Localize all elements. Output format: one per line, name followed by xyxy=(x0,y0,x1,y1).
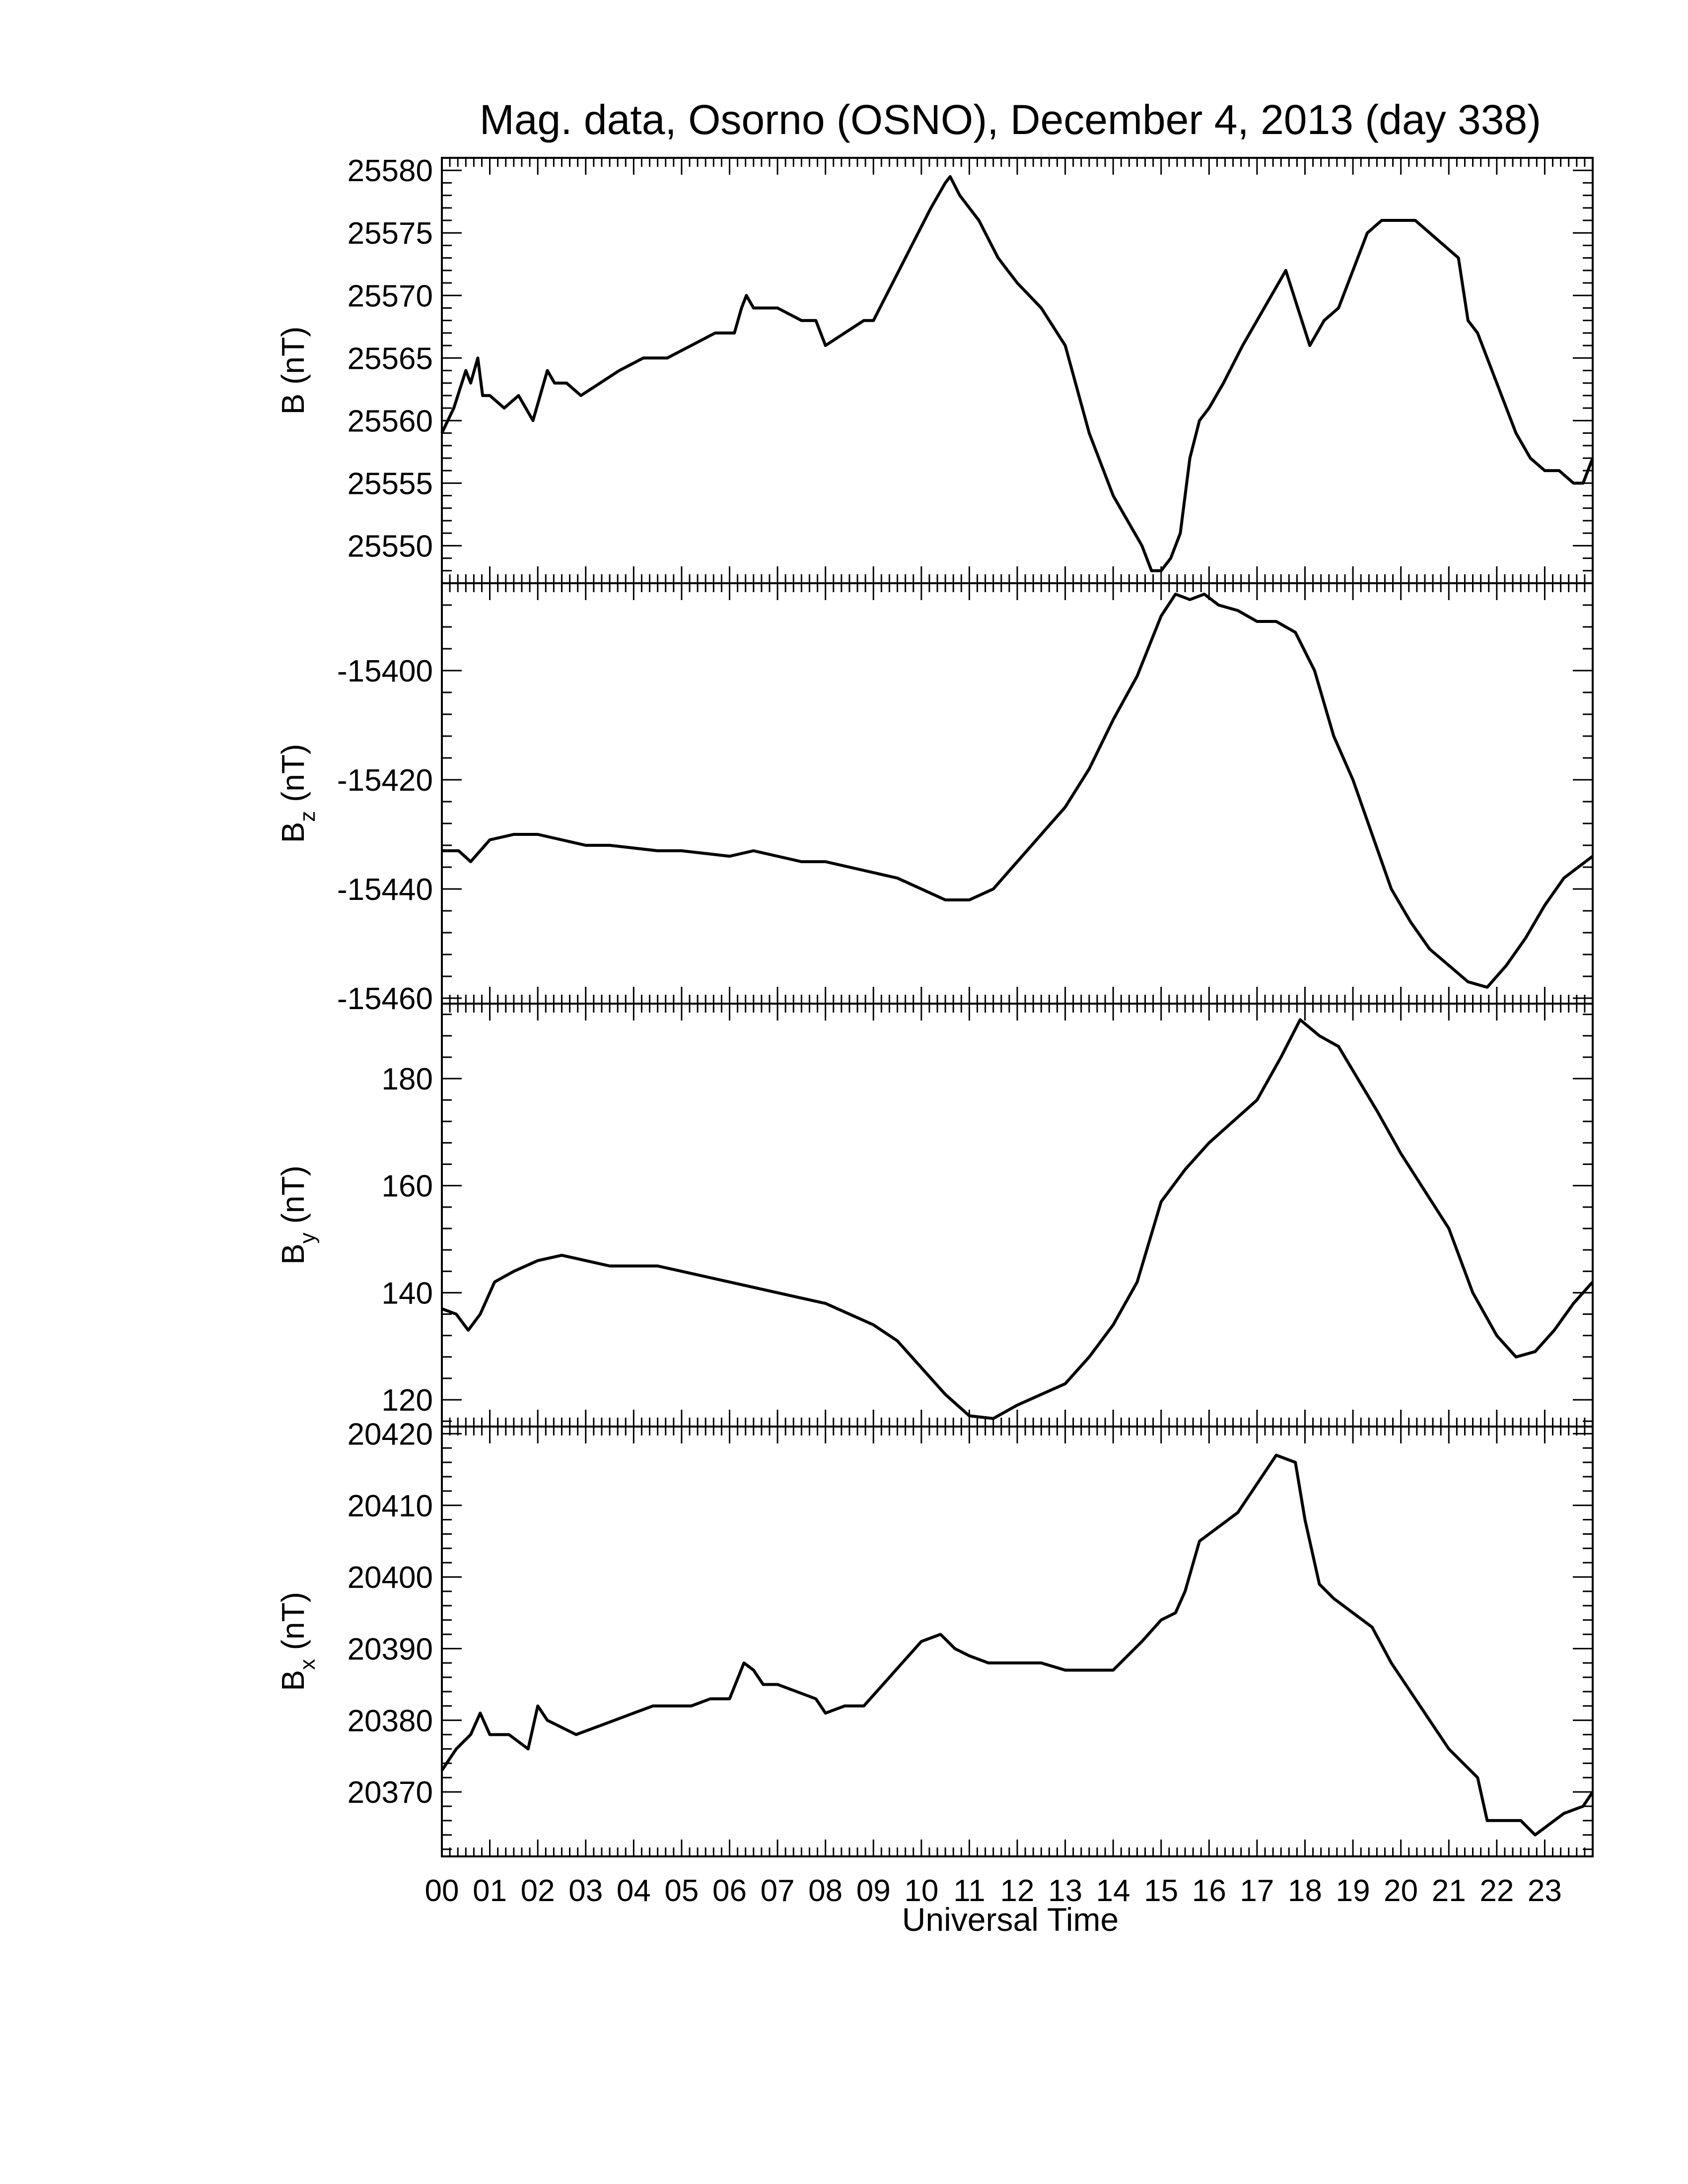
y-axis-label-unit: (nT) xyxy=(275,1165,311,1232)
y-tick-label: 20410 xyxy=(348,1489,433,1523)
y-tick-label: -15440 xyxy=(337,873,433,907)
y-axis-label-Bx: Bx (nT) xyxy=(275,1592,320,1691)
x-axis-label: Universal Time xyxy=(902,1901,1119,1938)
y-axis-label-sub: y xyxy=(295,1232,320,1243)
x-tick-label: 05 xyxy=(664,1874,699,1908)
panels-group: 25550 25555 25560 25565 25570 25575 25580 B (nT… xyxy=(275,154,1594,1857)
panel-B: 25550 25555 25560 25565 25570 25575 25580 B (nT… xyxy=(275,154,1594,584)
panel-Bx: 20370 20380 20390 20400 20410 20420 Bx (nT) xyxy=(275,1417,1594,1857)
x-tick-label: 04 xyxy=(617,1874,651,1908)
y-tick-label: 160 xyxy=(382,1169,433,1204)
y-tick-label: 140 xyxy=(382,1276,433,1310)
x-tick-label: 23 xyxy=(1528,1874,1562,1908)
y-axis-label-By: By (nT) xyxy=(275,1165,320,1265)
x-tick-label: 00 xyxy=(425,1874,459,1908)
x-tick-label: 08 xyxy=(808,1874,843,1908)
series-line-B xyxy=(440,175,1594,572)
x-tick-label: 20 xyxy=(1384,1874,1418,1908)
y-tick-label: 20420 xyxy=(348,1417,433,1451)
y-axis-label-B: B (nT) xyxy=(275,327,311,415)
panel-By: 120 140 160 180 By (nT) xyxy=(275,1003,1594,1428)
x-tick-label: 21 xyxy=(1432,1874,1466,1908)
x-tick-label: 22 xyxy=(1479,1874,1514,1908)
y-axis-label-main: B xyxy=(275,394,311,415)
y-tick-label: 20380 xyxy=(348,1704,433,1738)
y-tick-label: 25565 xyxy=(348,341,433,376)
chart-title: Mag. data, Osorno (OSNO), December 4, 20… xyxy=(480,96,1541,143)
x-tick-label: 01 xyxy=(473,1874,507,1908)
y-axis-label-Bz: Bz (nT) xyxy=(275,744,320,843)
y-tick-label: 25570 xyxy=(348,279,433,313)
y-tick-label: -15460 xyxy=(337,982,433,1016)
x-tick-labels: 00 01 02 03 04 05 06 07 08 09 10 11 12 13 14 15 16 17 18 19… xyxy=(425,1874,1562,1908)
y-tick-label: 180 xyxy=(382,1062,433,1096)
y-tick-label: -15400 xyxy=(337,654,433,688)
y-tick-label: 25580 xyxy=(348,154,433,188)
y-axis-label-sub: x xyxy=(295,1659,320,1670)
panel-Bz: -15460 -15440 -15420 -15400 Bz (nT) xyxy=(275,582,1594,1016)
y-axis-label-unit: (nT) xyxy=(275,327,311,394)
y-tick-label: 25555 xyxy=(348,467,433,501)
y-tick-label: 20370 xyxy=(348,1775,433,1810)
x-tick-label: 10 xyxy=(904,1874,938,1908)
y-tick-label: -15420 xyxy=(337,763,433,798)
y-axis-label-main: B xyxy=(275,822,311,843)
x-tick-label: 02 xyxy=(521,1874,555,1908)
x-tick-label: 18 xyxy=(1288,1874,1322,1908)
series-line-Bx xyxy=(440,1453,1594,1837)
series-line-Bz xyxy=(442,593,1594,989)
x-tick-label: 19 xyxy=(1336,1874,1370,1908)
y-tick-label: 20400 xyxy=(348,1561,433,1595)
x-tick-label: 09 xyxy=(856,1874,891,1908)
y-axis-label-main: B xyxy=(275,1670,311,1691)
x-tick-label: 06 xyxy=(712,1874,747,1908)
y-tick-label: 20390 xyxy=(348,1632,433,1666)
x-tick-label: 15 xyxy=(1144,1874,1178,1908)
y-tick-label: 25575 xyxy=(348,216,433,251)
x-tick-label: 12 xyxy=(1000,1874,1035,1908)
y-axis-label-unit: (nT) xyxy=(275,744,311,811)
y-axis-label-unit: (nT) xyxy=(275,1592,311,1659)
y-axis-label-main: B xyxy=(275,1243,311,1265)
x-tick-label: 03 xyxy=(568,1874,603,1908)
x-tick-label: 13 xyxy=(1048,1874,1082,1908)
series-line-By xyxy=(441,1018,1594,1420)
y-axis-label-sub: z xyxy=(295,811,320,822)
x-tick-label: 17 xyxy=(1240,1874,1274,1908)
y-tick-label: 25560 xyxy=(348,404,433,438)
x-tick-label: 14 xyxy=(1096,1874,1130,1908)
y-tick-label: 120 xyxy=(382,1383,433,1418)
x-tick-label: 11 xyxy=(953,1874,985,1908)
x-tick-label: 07 xyxy=(761,1874,795,1908)
x-tick-label: 16 xyxy=(1192,1874,1226,1908)
y-tick-label: 25550 xyxy=(348,529,433,563)
